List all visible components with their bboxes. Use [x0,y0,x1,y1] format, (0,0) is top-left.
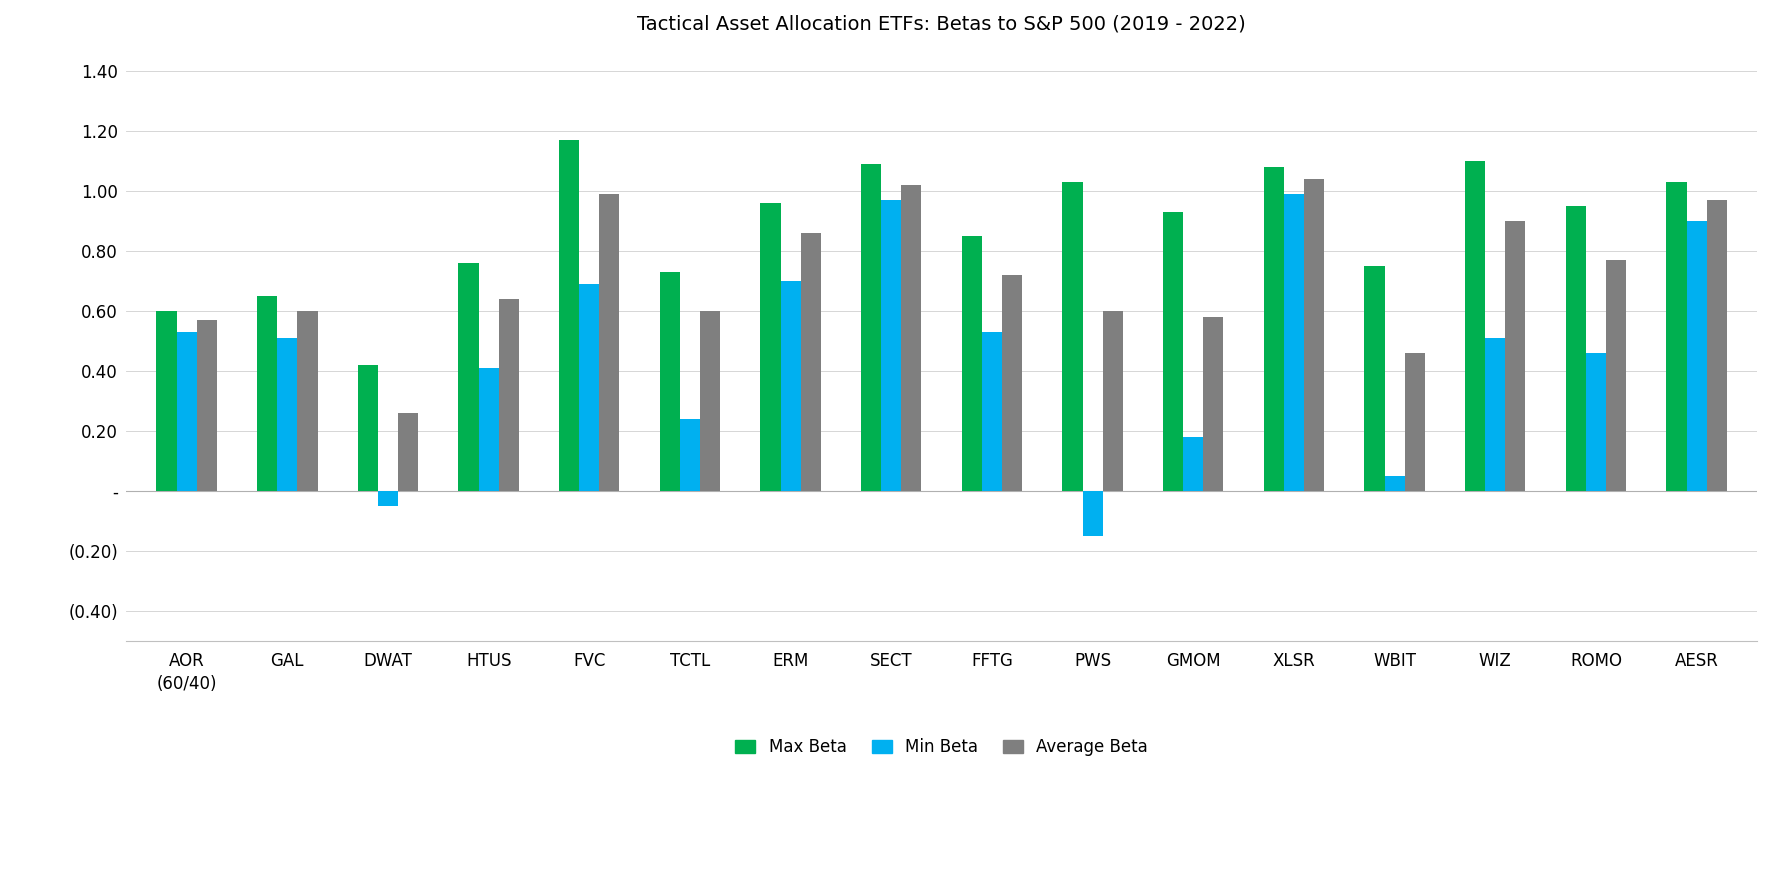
Bar [478,368,498,491]
Bar [560,140,579,491]
Bar [1102,311,1123,491]
Bar [1586,353,1605,491]
Bar [861,164,881,491]
Bar [1666,182,1687,491]
Bar [1605,260,1627,491]
Bar [780,281,801,491]
Legend: Max Beta, Min Beta, Average Beta: Max Beta, Min Beta, Average Beta [728,732,1155,763]
Bar [1566,206,1586,491]
Bar [1203,316,1223,491]
Bar [659,272,680,491]
Bar [599,194,620,491]
Bar [1162,212,1184,491]
Bar [1083,491,1102,536]
Bar [498,299,519,491]
Bar [579,284,599,491]
Bar [1263,167,1285,491]
Bar [399,413,418,491]
Bar [982,331,1001,491]
Bar [197,320,216,491]
Bar [1063,182,1083,491]
Bar [1405,353,1425,491]
Bar [1506,221,1526,491]
Bar [962,236,982,491]
Bar [156,311,177,491]
Bar [377,491,399,506]
Bar [358,365,377,491]
Title: Tactical Asset Allocation ETFs: Betas to S&P 500 (2019 - 2022): Tactical Asset Allocation ETFs: Betas to… [638,15,1246,34]
Bar [276,338,298,491]
Bar [680,419,700,491]
Bar [760,203,780,491]
Bar [177,331,197,491]
Bar [1184,437,1203,491]
Bar [257,296,276,491]
Bar [459,262,478,491]
Bar [1364,266,1384,491]
Bar [1687,221,1706,491]
Bar [1304,179,1324,491]
Bar [1485,338,1506,491]
Bar [801,233,820,491]
Bar [1384,476,1405,491]
Bar [298,311,317,491]
Bar [1706,199,1726,491]
Bar [1465,160,1485,491]
Bar [1001,275,1022,491]
Bar [881,199,902,491]
Bar [1285,194,1304,491]
Bar [902,184,921,491]
Bar [700,311,719,491]
